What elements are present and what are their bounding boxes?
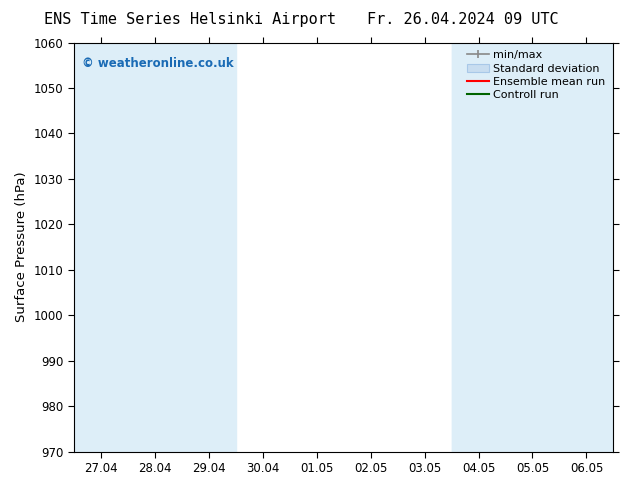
Bar — [505, 43, 559, 452]
Bar — [451, 43, 614, 452]
Bar — [74, 43, 236, 452]
Text: © weatheronline.co.uk: © weatheronline.co.uk — [82, 57, 233, 70]
Text: ENS Time Series Helsinki Airport: ENS Time Series Helsinki Airport — [44, 12, 336, 27]
Bar — [559, 43, 586, 452]
Bar — [127, 43, 182, 452]
Legend: min/max, Standard deviation, Ensemble mean run, Controll run: min/max, Standard deviation, Ensemble me… — [462, 46, 610, 105]
Y-axis label: Surface Pressure (hPa): Surface Pressure (hPa) — [15, 172, 28, 322]
Text: Fr. 26.04.2024 09 UTC: Fr. 26.04.2024 09 UTC — [367, 12, 559, 27]
Bar — [451, 43, 505, 452]
Bar — [74, 43, 127, 452]
